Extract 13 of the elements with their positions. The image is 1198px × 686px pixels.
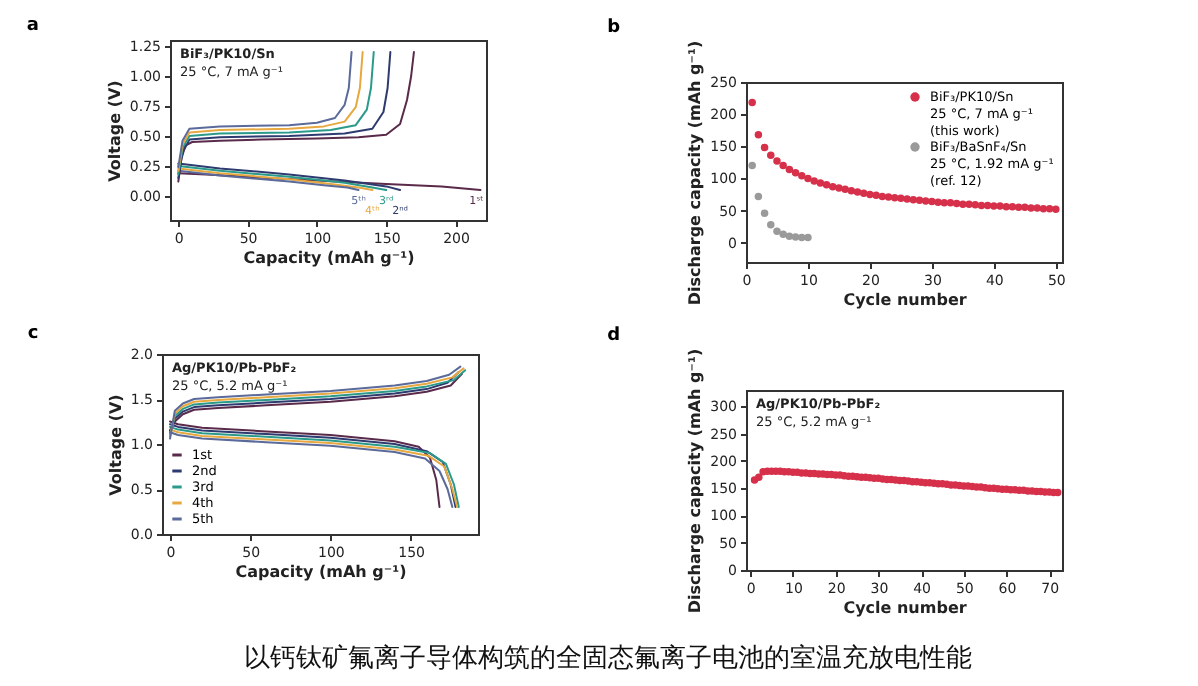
chart-title: b bbox=[607, 17, 622, 38]
chart-title: c bbox=[27, 324, 39, 344]
x-axis-title: Capacity (mAh g⁻¹) bbox=[235, 563, 407, 581]
text: 以钙钛矿氟离子导体构筑的全固态氟离子电池的室温充放电性能 bbox=[242, 642, 974, 676]
chart-title: d bbox=[607, 325, 621, 346]
y-axis-title: Voltage (V) bbox=[105, 80, 124, 182]
x-axis-title: Cycle number bbox=[843, 599, 967, 617]
x-axis-title: Capacity (mAh g⁻¹) bbox=[243, 249, 415, 267]
x-axis-title: Cycle number bbox=[843, 291, 967, 309]
y-axis-title: Discharge capacity (mAh g⁻¹) bbox=[686, 348, 705, 614]
y-axis-title: Voltage (V) bbox=[106, 394, 125, 496]
y-axis-title: Discharge capacity (mAh g⁻¹) bbox=[686, 40, 705, 306]
chart-title: a bbox=[26, 16, 39, 36]
